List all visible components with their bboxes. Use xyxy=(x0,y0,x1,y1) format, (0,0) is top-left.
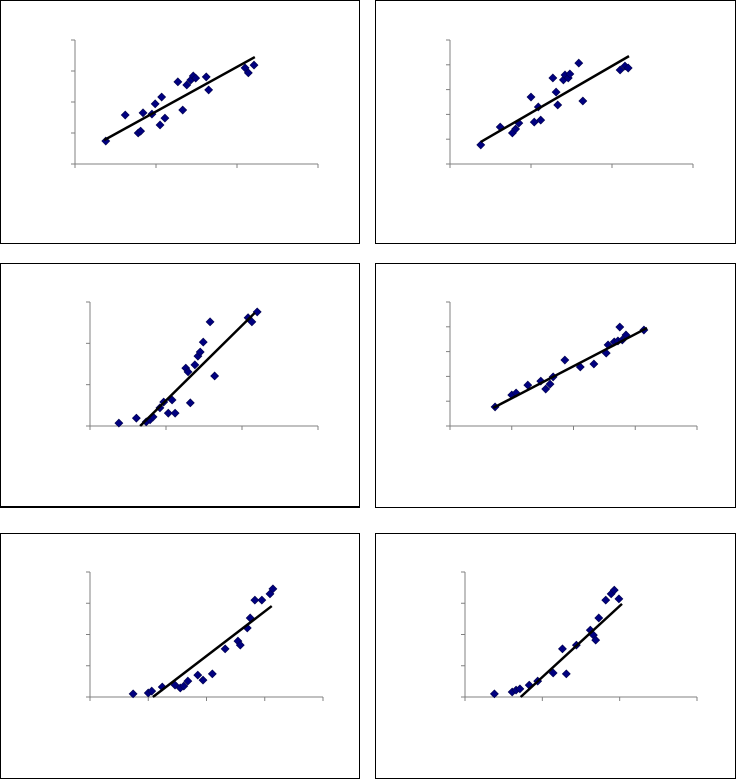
point xyxy=(160,113,170,123)
point xyxy=(615,65,625,75)
panel-border xyxy=(0,533,360,779)
point xyxy=(536,115,546,125)
point xyxy=(515,684,525,694)
point xyxy=(268,584,278,594)
point xyxy=(210,371,220,381)
point xyxy=(128,689,138,699)
panel-border xyxy=(375,0,736,244)
trend-line xyxy=(492,326,648,410)
point xyxy=(247,317,257,327)
point xyxy=(220,644,230,654)
trend-line xyxy=(139,311,256,427)
point xyxy=(561,669,571,679)
trend-line xyxy=(103,55,256,142)
point xyxy=(594,613,604,623)
point xyxy=(589,359,599,369)
point xyxy=(183,367,193,377)
point xyxy=(545,379,555,389)
point xyxy=(601,595,611,605)
point xyxy=(565,69,575,79)
point xyxy=(185,398,195,408)
point xyxy=(591,635,601,645)
point xyxy=(178,105,188,115)
panel-border xyxy=(375,263,736,508)
point xyxy=(136,126,146,136)
point xyxy=(553,100,563,110)
point xyxy=(548,73,558,83)
point xyxy=(193,670,203,680)
point xyxy=(131,413,141,423)
point xyxy=(476,140,486,150)
point xyxy=(574,58,584,68)
point xyxy=(205,317,215,327)
point xyxy=(578,96,588,106)
point xyxy=(198,675,208,685)
point xyxy=(147,686,157,696)
point xyxy=(529,117,539,127)
point xyxy=(623,63,633,73)
point xyxy=(183,676,193,686)
point xyxy=(526,92,536,102)
panel-border xyxy=(0,0,360,244)
point xyxy=(257,595,267,605)
point xyxy=(614,594,624,604)
point xyxy=(170,408,180,418)
point xyxy=(252,307,262,317)
point xyxy=(191,73,201,83)
panel-border xyxy=(375,533,736,779)
point xyxy=(195,347,205,357)
point xyxy=(235,640,245,650)
point xyxy=(558,644,567,654)
point xyxy=(114,418,124,428)
point xyxy=(541,384,551,394)
point xyxy=(155,120,165,130)
point xyxy=(173,77,183,87)
trend-line xyxy=(480,55,630,144)
point xyxy=(179,681,189,691)
point xyxy=(249,60,259,70)
point xyxy=(560,355,570,365)
point xyxy=(250,595,260,605)
point xyxy=(609,585,619,595)
trend-line xyxy=(519,602,623,698)
trend-line xyxy=(152,605,273,698)
point xyxy=(120,110,130,120)
point xyxy=(201,72,211,82)
point xyxy=(150,99,160,109)
point xyxy=(489,689,499,699)
point xyxy=(615,322,625,332)
point xyxy=(511,124,521,134)
point xyxy=(243,68,253,78)
point xyxy=(157,92,167,102)
point xyxy=(190,360,200,370)
point xyxy=(548,668,558,678)
point xyxy=(198,337,208,347)
point xyxy=(182,80,192,90)
point xyxy=(163,408,173,418)
point xyxy=(551,87,561,97)
point xyxy=(207,669,217,679)
point xyxy=(138,108,148,118)
point xyxy=(204,85,214,95)
